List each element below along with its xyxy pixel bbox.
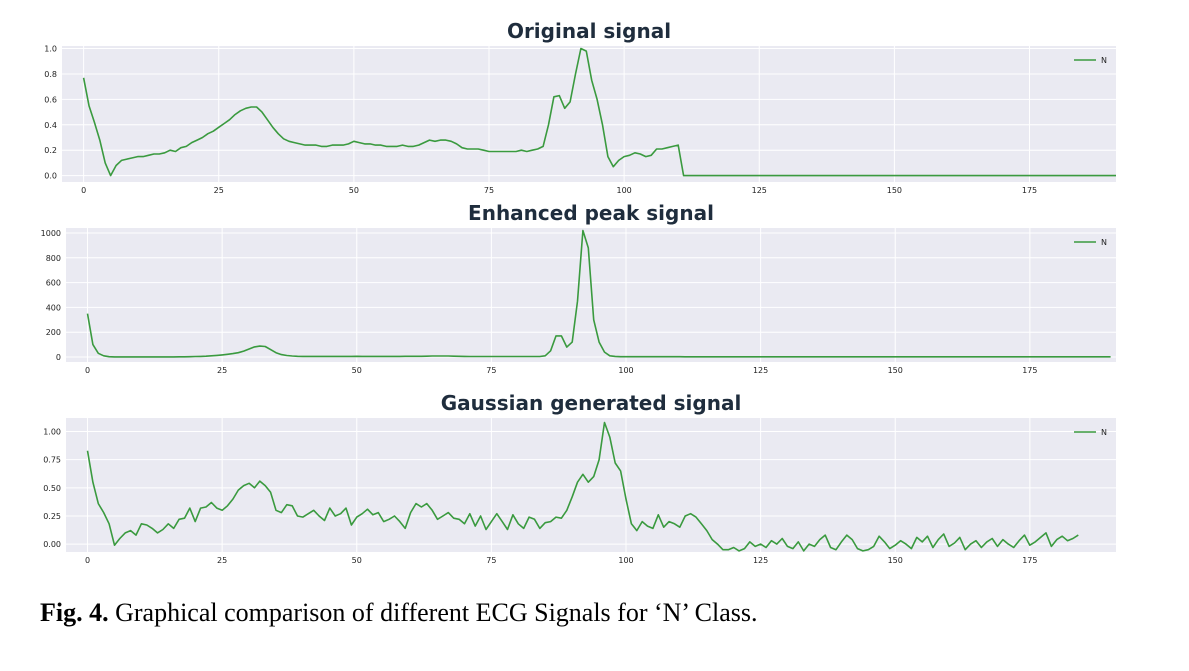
x-tick-label: 25	[214, 186, 224, 195]
legend-label: N	[1101, 238, 1107, 247]
figure-caption-text: Graphical comparison of different ECG Si…	[108, 598, 758, 627]
x-tick-label: 150	[887, 186, 902, 195]
x-tick-label: 0	[81, 186, 86, 195]
y-tick-label: 1000	[41, 229, 61, 238]
series-line-n	[86, 229, 1111, 358]
chart-title: Original signal	[507, 19, 671, 43]
y-tick-label: 200	[46, 328, 61, 337]
y-tick-label: 0.75	[43, 456, 61, 465]
y-tick-label: 600	[46, 279, 61, 288]
x-tick-label: 75	[486, 366, 496, 375]
y-tick-label: 0.0	[44, 172, 57, 181]
x-tick-label: 0	[85, 556, 90, 565]
x-tick-label: 25	[217, 556, 227, 565]
x-tick-label: 175	[1022, 366, 1037, 375]
y-tick-label: 0.50	[43, 484, 61, 493]
chart-title: Enhanced peak signal	[468, 201, 714, 225]
y-tick-label: 800	[46, 254, 61, 263]
plot-area	[66, 228, 1116, 362]
x-tick-label: 50	[352, 556, 362, 565]
x-tick-label: 0	[85, 366, 90, 375]
x-tick-label: 125	[753, 366, 768, 375]
x-tick-label: 75	[486, 556, 496, 565]
y-tick-label: 1.00	[43, 428, 61, 437]
figure-caption: Fig. 4. Graphical comparison of differen…	[40, 598, 758, 628]
legend-label: N	[1101, 428, 1107, 437]
x-tick-label: 50	[352, 366, 362, 375]
x-tick-label: 100	[618, 556, 633, 565]
y-tick-label: 0.8	[44, 70, 57, 79]
x-tick-label: 150	[888, 556, 903, 565]
x-tick-label: 150	[888, 366, 903, 375]
chart-panel-gaussian-generated-signal: 0 25 50 75 100 125 150 175 0.00 0.25 0.50 0.75 1.00 G…	[43, 391, 1116, 565]
x-tick-label: 100	[618, 366, 633, 375]
x-tick-label: 175	[1022, 186, 1037, 195]
x-tick-label: 125	[752, 186, 767, 195]
y-tick-label: 0	[56, 353, 61, 362]
y-tick-label: 1.0	[44, 45, 57, 54]
chart-panel-enhanced-peak-signal: 0 25 50 75 100 125 150 175 0 200 400 600 800 1000 Enha…	[41, 201, 1116, 375]
x-tick-label: 100	[616, 186, 631, 195]
series-line-n	[82, 47, 1116, 177]
y-tick-label: 0.6	[44, 95, 57, 104]
y-tick-label: 0.4	[44, 121, 57, 130]
y-tick-label: 400	[46, 303, 61, 312]
figure-caption-label: Fig. 4.	[40, 598, 109, 627]
x-tick-label: 175	[1022, 556, 1037, 565]
chart-title: Gaussian generated signal	[441, 391, 742, 415]
plot-area	[66, 418, 1116, 552]
x-tick-label: 125	[753, 556, 768, 565]
x-tick-label: 50	[349, 186, 359, 195]
y-tick-label: 0.25	[43, 512, 61, 521]
y-tick-label: 0.00	[43, 540, 61, 549]
x-tick-label: 25	[217, 366, 227, 375]
chart-panel-original-signal: 0 25 50 75 100 125 150 175 0.0 0.2 0.4 0.6 0.8 1.0 Ori…	[44, 19, 1116, 195]
series-line-n	[86, 421, 1079, 552]
y-tick-label: 0.2	[44, 146, 57, 155]
legend-label: N	[1101, 56, 1107, 65]
x-tick-label: 75	[484, 186, 494, 195]
